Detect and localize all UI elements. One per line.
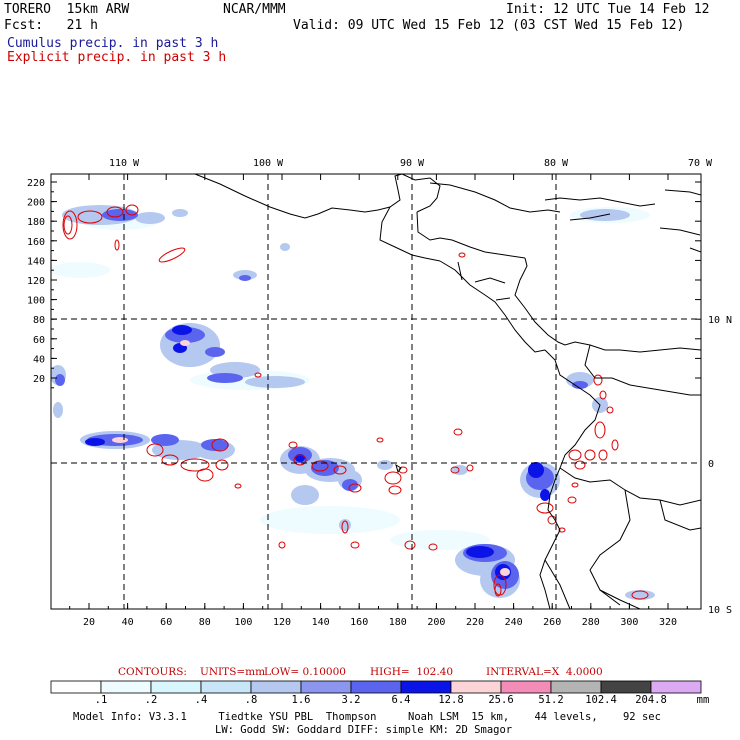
model-info: Model Info: V3.3.1 Tiedtke YSU PBL Thomp… [73, 711, 661, 723]
colorbar-unit: mm [696, 694, 710, 706]
contour-label: CONTOURS: [118, 666, 187, 678]
model-title: TORERO 15km ARW [4, 2, 130, 17]
colorbar-swatch [400, 680, 452, 694]
colorbar-swatch [650, 680, 702, 694]
contour-units: UNITS=mm [200, 666, 266, 678]
x-tick-label: 140 [312, 617, 330, 628]
y-tick-label: 120 [27, 276, 45, 287]
colorbar-swatch [450, 680, 502, 694]
colorbar-label: 3.2 [341, 694, 361, 706]
colorbar-swatch [150, 680, 202, 694]
plot-frame [50, 173, 702, 610]
x-tick-label: 40 [122, 617, 134, 628]
colorbar-swatch [200, 680, 252, 694]
init-time: Init: 12 UTC Tue 14 Feb 12 [506, 2, 710, 17]
colorbar-swatch [50, 680, 102, 694]
valid-time: Valid: 09 UTC Wed 15 Feb 12 (03 CST Wed … [293, 18, 685, 33]
graticule [51, 174, 701, 609]
longitude-label: 70 W [688, 158, 713, 169]
x-tick-label: 260 [543, 617, 561, 628]
latitude-label: 10 N [708, 315, 732, 326]
x-tick-label: 300 [620, 617, 638, 628]
longitude-label: 110 W [109, 158, 140, 169]
forecast-hour: Fcst: 21 h [4, 18, 98, 33]
colorbar-swatch [500, 680, 552, 694]
y-tick-label: 180 [27, 217, 45, 228]
x-tick-label: 180 [389, 617, 407, 628]
y-tick-label: 160 [27, 237, 45, 248]
y-tick-label: 100 [27, 296, 45, 307]
longitude-label: 80 W [544, 158, 569, 169]
coastlines [194, 174, 701, 609]
colorbar-label: 51.2 [538, 694, 564, 706]
colorbar-swatch [300, 680, 352, 694]
y-tick-label: 220 [27, 178, 45, 189]
longitude-label: 100 W [253, 158, 284, 169]
colorbar-swatch [250, 680, 302, 694]
x-tick-label: 80 [199, 617, 211, 628]
y-tick-label: 200 [27, 198, 45, 209]
x-tick-label: 100 [234, 617, 252, 628]
colorbar-label: 6.4 [391, 694, 411, 706]
colorbar-swatch [100, 680, 152, 694]
y-tick-label: 60 [33, 335, 45, 346]
legend-explicit: Explicit precip. in past 3 h [7, 50, 227, 65]
organization-label: NCAR/MMM [223, 2, 286, 17]
legend-cumulus: Cumulus precip. in past 3 h [7, 36, 219, 51]
colorbar-label: .4 [194, 694, 208, 706]
colorbar-label: 12.8 [438, 694, 464, 706]
x-tick-label: 220 [466, 617, 484, 628]
contour-low: LOW= 0.10000 [264, 666, 346, 678]
y-tick-label: 140 [27, 256, 45, 267]
x-tick-label: 120 [273, 617, 291, 628]
colorbar-swatch [550, 680, 602, 694]
colorbar-swatch [350, 680, 402, 694]
longitude-labels: 110 W 100 W 90 W 80 W 70 W [109, 158, 713, 169]
y-tick-label: 20 [33, 374, 45, 385]
latitude-label: 0 [708, 459, 714, 470]
colorbar-label: 204.8 [635, 694, 667, 706]
colorbar-label: 102.4 [585, 694, 617, 706]
model-physics: LW: Godd SW: Goddard DIFF: simple KM: 2D… [215, 724, 513, 736]
colorbar-label: .8 [244, 694, 258, 706]
latitude-label: 10 S [708, 605, 732, 616]
colorbar-label: .2 [144, 694, 158, 706]
x-axis: 20 40 60 80 100 120 140 160 180 200 220 240 260 280 30… [69, 174, 688, 628]
contour-high: HIGH= 102.40 [370, 666, 454, 678]
latitude-labels: 10 N 0 10 S [708, 315, 732, 616]
x-tick-label: 320 [659, 617, 677, 628]
colorbar-label: 25.6 [488, 694, 514, 706]
x-tick-label: 200 [427, 617, 445, 628]
precip-shading [51, 174, 701, 609]
y-tick-label: 80 [33, 315, 45, 326]
x-tick-label: 160 [350, 617, 368, 628]
x-tick-label: 280 [582, 617, 600, 628]
colorbar-label: .1 [94, 694, 108, 706]
colorbar-swatch [600, 680, 652, 694]
longitude-label: 90 W [400, 158, 425, 169]
x-tick-label: 20 [83, 617, 95, 628]
colorbar-label: 1.6 [291, 694, 311, 706]
x-tick-label: 240 [505, 617, 523, 628]
colorbar [50, 680, 702, 694]
contour-interval: INTERVAL=X 4.0000 [486, 666, 603, 678]
y-axis: 220 200 180 160 140 120 100 80 60 40 20 [27, 178, 701, 389]
x-tick-label: 60 [160, 617, 172, 628]
y-tick-label: 40 [33, 354, 45, 365]
